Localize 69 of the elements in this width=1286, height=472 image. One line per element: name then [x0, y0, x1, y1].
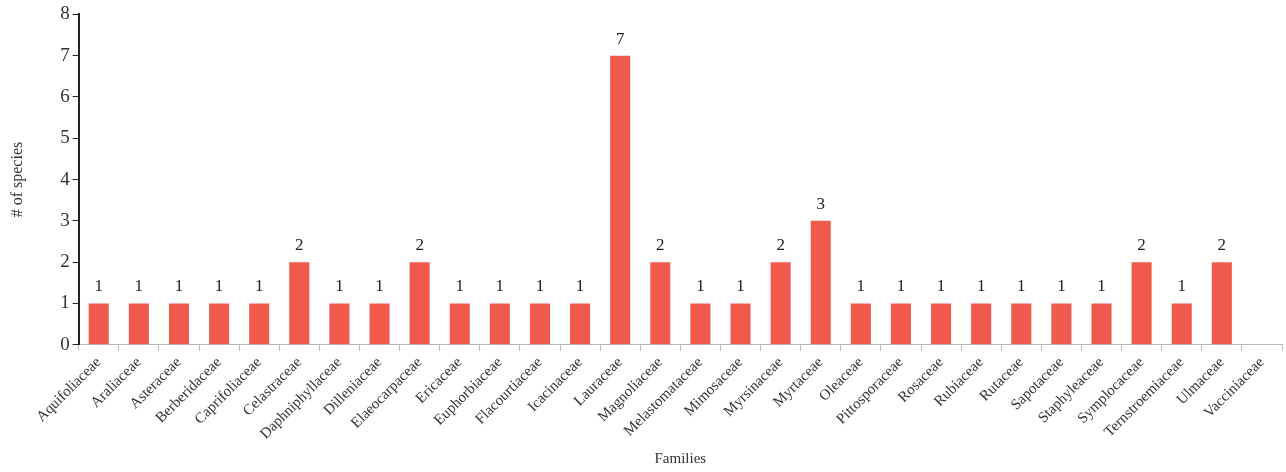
data-label: 1 [896, 276, 906, 296]
bar [690, 303, 711, 345]
data-label: 2 [1137, 235, 1146, 255]
data-label: 2 [1217, 235, 1227, 255]
data-label: 1 [1057, 276, 1066, 296]
data-label: 2 [656, 235, 665, 255]
bar [249, 303, 270, 345]
y-tick-label: 7 [60, 43, 70, 65]
data-label: 1 [94, 276, 103, 296]
data-label: 1 [1177, 276, 1186, 296]
bar [369, 303, 390, 345]
data-label: 1 [455, 276, 464, 296]
bar [209, 303, 230, 345]
data-label: 1 [134, 276, 144, 296]
bar [289, 262, 310, 345]
data-label: 1 [254, 276, 264, 296]
bar [1091, 303, 1112, 345]
x-axis-title: Families [654, 449, 707, 466]
bar [489, 303, 510, 345]
data-label: 1 [495, 276, 505, 296]
y-tick-label: 4 [60, 167, 71, 189]
y-tick-label: 1 [60, 291, 70, 313]
bar [409, 262, 430, 345]
data-label: 2 [415, 235, 424, 255]
bar [1211, 262, 1232, 345]
bar [1171, 303, 1192, 345]
data-label: 1 [936, 276, 946, 296]
bar [770, 262, 791, 345]
data-label: 7 [615, 28, 625, 48]
bar [931, 303, 952, 345]
y-tick-label: 5 [60, 126, 70, 148]
bar [850, 303, 871, 345]
bar [890, 303, 911, 345]
y-tick-label: 2 [60, 250, 70, 272]
data-label: 1 [375, 276, 384, 296]
bar [1051, 303, 1072, 345]
bar [1011, 303, 1032, 345]
bar [730, 303, 751, 345]
bar [570, 303, 591, 345]
data-label: 2 [776, 235, 785, 255]
data-label: 1 [174, 276, 184, 296]
data-label: 1 [535, 276, 545, 296]
data-label: 1 [856, 276, 866, 296]
y-tick-label: 6 [60, 84, 70, 106]
bar [1131, 262, 1152, 345]
bar [529, 303, 550, 345]
y-tick-label: 8 [60, 2, 70, 24]
data-label: 1 [1097, 276, 1106, 296]
data-label: 1 [976, 276, 986, 296]
y-tick-label: 0 [60, 332, 70, 354]
data-label: 1 [335, 276, 344, 296]
data-label: 1 [575, 276, 585, 296]
bar [610, 55, 631, 345]
bar [449, 303, 470, 345]
bar [88, 303, 109, 345]
bar [168, 303, 189, 345]
bar [971, 303, 992, 345]
bar [650, 262, 671, 345]
y-axis-title: # of species [7, 141, 26, 218]
data-label: 2 [295, 235, 304, 255]
y-tick-label: 3 [60, 208, 70, 230]
data-label: 1 [1017, 276, 1026, 296]
bar [128, 303, 149, 345]
data-label: 1 [696, 276, 705, 296]
data-label: 3 [816, 193, 825, 213]
bar [329, 303, 350, 345]
data-label: 1 [214, 276, 224, 296]
data-label: 1 [736, 276, 745, 296]
bar [810, 220, 831, 345]
